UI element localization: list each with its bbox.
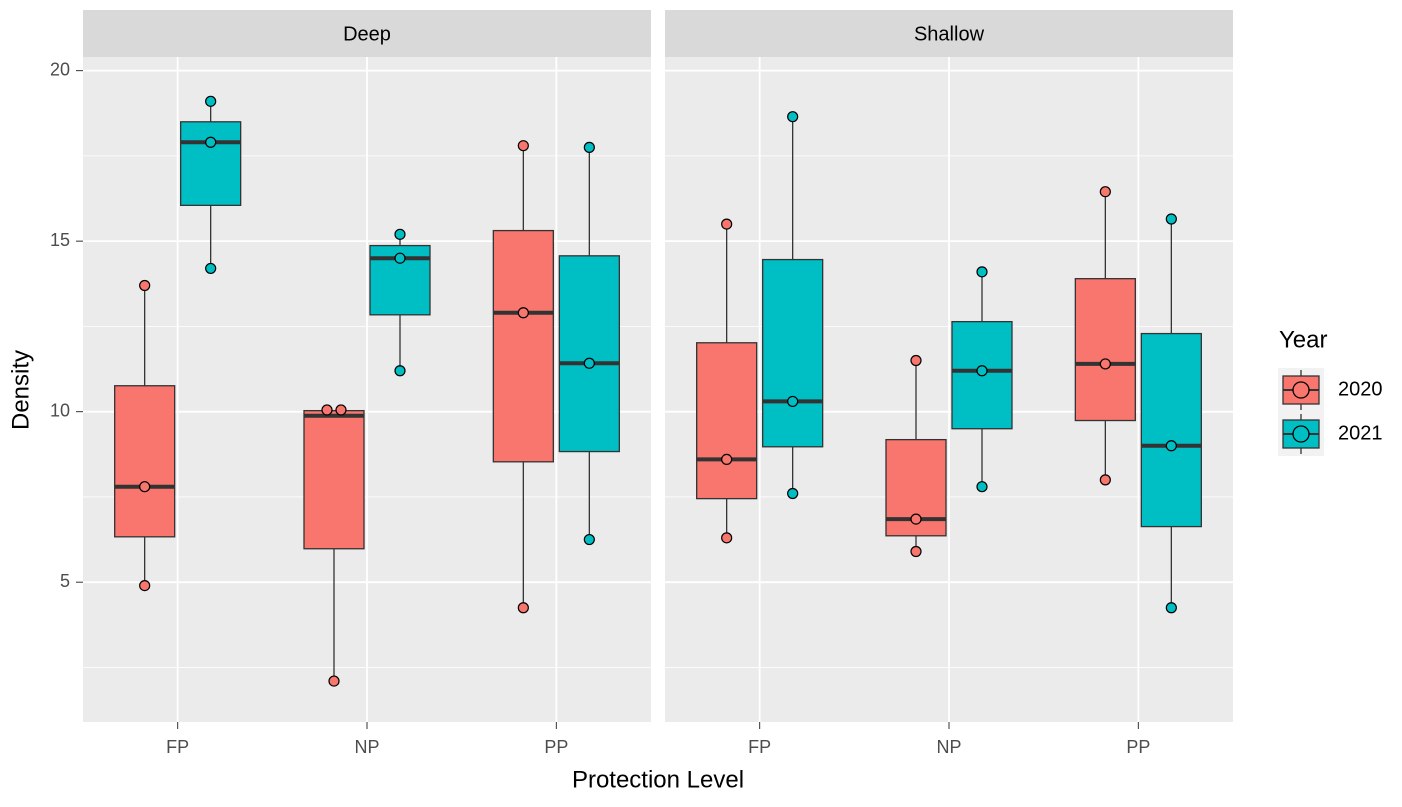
x-tick-label: FP: [166, 737, 189, 757]
point: [1099, 358, 1111, 370]
box: [1140, 332, 1202, 528]
strip: [665, 10, 1233, 57]
point: [976, 266, 988, 278]
x-tick-label: PP: [544, 737, 568, 757]
point: [517, 307, 529, 319]
y-axis-title: Density: [7, 350, 34, 430]
y-tick-label: 15: [50, 230, 70, 250]
legend-label: 2020: [1338, 378, 1383, 400]
point: [721, 453, 733, 466]
point: [787, 487, 799, 500]
point: [721, 218, 733, 230]
point: [139, 579, 151, 592]
point: [910, 354, 922, 367]
box: [114, 385, 176, 538]
point: [394, 228, 406, 240]
box: [492, 229, 554, 463]
point: [787, 395, 799, 408]
box: [696, 342, 758, 500]
y-tick-label: 10: [50, 400, 70, 420]
point: [394, 252, 406, 264]
point: [976, 481, 988, 493]
point: [1099, 474, 1111, 486]
x-tick-label: NP: [354, 737, 379, 757]
point: [583, 141, 595, 153]
point: [394, 365, 406, 377]
point: [205, 262, 217, 275]
point: [139, 481, 151, 493]
point: [139, 279, 151, 292]
y-tick-label: 20: [50, 59, 70, 79]
point: [910, 545, 922, 558]
point: [976, 365, 988, 377]
box: [558, 255, 620, 453]
point: [787, 111, 799, 123]
facet-title: Shallow: [914, 23, 985, 45]
point: [328, 675, 340, 687]
legend-label: 2021: [1338, 422, 1383, 444]
point: [517, 140, 529, 152]
point: [205, 136, 217, 148]
point: [583, 533, 595, 546]
point: [1099, 186, 1111, 198]
x-tick-label: FP: [748, 737, 771, 757]
point: [1165, 440, 1177, 452]
box: [1074, 278, 1136, 422]
box: [180, 121, 242, 206]
point: [1165, 602, 1177, 614]
point: [517, 602, 529, 614]
facet-title: Deep: [343, 23, 391, 45]
x-axis-title: Protection Level: [572, 766, 744, 793]
y-tick-label: 5: [60, 571, 70, 591]
box: [303, 409, 365, 550]
point: [583, 357, 595, 369]
x-tick-label: PP: [1126, 737, 1150, 757]
point: [910, 513, 922, 525]
point: [1165, 213, 1177, 225]
point: [335, 404, 347, 416]
legend-key-point: [1292, 381, 1310, 399]
x-tick-label: NP: [936, 737, 961, 757]
legend-key-point: [1292, 425, 1310, 443]
point: [721, 532, 733, 544]
point: [321, 404, 333, 416]
legend-title: Year: [1279, 326, 1328, 353]
box: [762, 258, 824, 448]
strip: [83, 10, 651, 57]
point: [205, 95, 217, 107]
